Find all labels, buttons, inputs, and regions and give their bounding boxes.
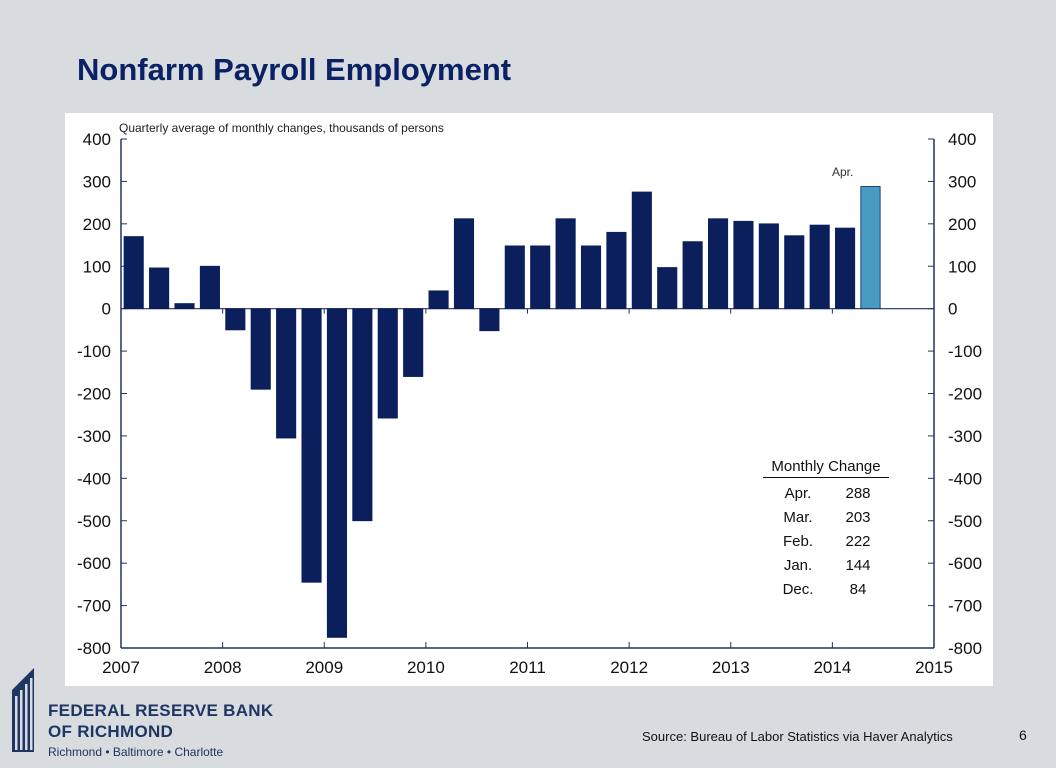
y-tick-label-right: -800 (948, 639, 982, 658)
row-month: Dec. (782, 581, 814, 598)
x-tick-label: 2011 (509, 658, 546, 677)
y-tick-label-left: 200 (83, 215, 111, 234)
bar (835, 227, 856, 310)
y-tick-label-right: -400 (948, 469, 982, 488)
y-tick-label-left: -400 (77, 469, 111, 488)
y-tick-label-left: -100 (77, 342, 111, 361)
bar (504, 245, 525, 310)
x-tick-label: 2015 (915, 658, 953, 677)
y-tick-label-left: -700 (77, 597, 111, 616)
x-tick-label: 2014 (813, 658, 851, 677)
row-month: Jan. (783, 557, 813, 574)
y-tick-label-left: -800 (77, 639, 111, 658)
chart-panel: 400 400 300 300 200 200 100 100 0 0 -100 -100 -200 -2… (65, 113, 993, 686)
row-month: Feb. (782, 533, 813, 550)
y-tick-label-left: 300 (83, 172, 111, 191)
bar (580, 245, 602, 310)
bar (606, 231, 627, 310)
chart: 400 400 300 300 200 200 100 100 0 0 -100 -100 -200 -2… (77, 130, 982, 677)
table-row: Apr. 288 (763, 482, 889, 506)
bar (352, 308, 373, 522)
bar (225, 308, 246, 331)
y-tick-label-left: -300 (77, 427, 111, 446)
bar (555, 218, 576, 310)
table-row: Feb. 222 (763, 530, 889, 554)
y-tick-label-right: -700 (948, 597, 982, 616)
monthly-change-table: Monthly Change Apr. 288 Mar. 203 Feb. 22… (763, 458, 889, 602)
bank-building-icon (12, 668, 34, 752)
bar-callout: Apr. (832, 165, 854, 179)
row-month: Apr. (784, 485, 812, 502)
bar (784, 235, 805, 310)
bar (276, 308, 297, 439)
bar (809, 224, 830, 310)
row-value: 144 (845, 557, 871, 574)
y-tick-label-left: -200 (77, 385, 111, 404)
y-tick-label-right: -600 (948, 554, 982, 573)
bar (707, 218, 729, 310)
x-tick-label: 2007 (102, 658, 140, 677)
bar (682, 241, 703, 310)
bar (326, 308, 348, 638)
bar (149, 267, 170, 310)
logo-text-line2: OF RICHMOND (48, 722, 174, 741)
bar (860, 186, 881, 310)
row-value: 84 (849, 581, 867, 598)
y-tick-label-right: 0 (948, 300, 957, 319)
row-value: 203 (845, 509, 871, 526)
bar (453, 218, 475, 310)
table-row: Jan. 144 (763, 554, 889, 578)
bar (174, 303, 195, 310)
source-note: Source: Bureau of Labor Statistics via H… (642, 729, 953, 744)
bar (123, 236, 144, 310)
page-title: Nonfarm Payroll Employment (77, 52, 512, 87)
y-tick-label-left: 400 (83, 130, 111, 149)
bar (377, 308, 398, 419)
x-tick-label: 2013 (712, 658, 750, 677)
logo-cities: Richmond • Baltimore • Charlotte (48, 745, 224, 759)
bar (428, 290, 449, 310)
bar (631, 191, 652, 310)
bar (657, 267, 678, 310)
y-tick-label-left: -500 (77, 512, 111, 531)
frb-richmond-logo: FEDERAL RESERVE BANK OF RICHMOND Richmon… (8, 666, 273, 766)
x-tick-label: 2009 (305, 658, 343, 677)
x-tick-label: 2012 (610, 658, 648, 677)
inset-table-title: Monthly Change (763, 458, 889, 478)
y-tick-label-left: 100 (83, 257, 111, 276)
table-row: Mar. 203 (763, 506, 889, 530)
x-tick-label: 2010 (407, 658, 445, 677)
x-tick-label: 2008 (204, 658, 242, 677)
y-tick-label-right: -200 (948, 385, 982, 404)
bar (530, 245, 551, 310)
y-tick-label-right: 100 (948, 257, 976, 276)
y-tick-label-right: 200 (948, 215, 976, 234)
bar (301, 308, 322, 583)
y-tick-label-left: 0 (102, 300, 111, 319)
y-tick-label-right: 400 (948, 130, 976, 149)
bar (199, 265, 220, 310)
chart-subtitle: Quarterly average of monthly changes, th… (119, 121, 444, 135)
bar (403, 308, 424, 377)
y-tick-label-left: -600 (77, 554, 111, 573)
y-tick-label-right: -500 (948, 512, 982, 531)
bar (733, 220, 754, 310)
y-tick-label-right: -100 (948, 342, 982, 361)
bar (479, 308, 500, 332)
logo-text-line1: FEDERAL RESERVE BANK (48, 701, 274, 720)
bar (758, 223, 779, 310)
bar (250, 308, 271, 390)
row-value: 222 (845, 533, 871, 550)
y-tick-label-right: 300 (948, 172, 976, 191)
row-month: Mar. (783, 509, 813, 526)
page-number: 6 (1019, 727, 1027, 743)
y-tick-label-right: -300 (948, 427, 982, 446)
row-value: 288 (845, 485, 871, 502)
table-row: Dec. 84 (763, 578, 889, 602)
